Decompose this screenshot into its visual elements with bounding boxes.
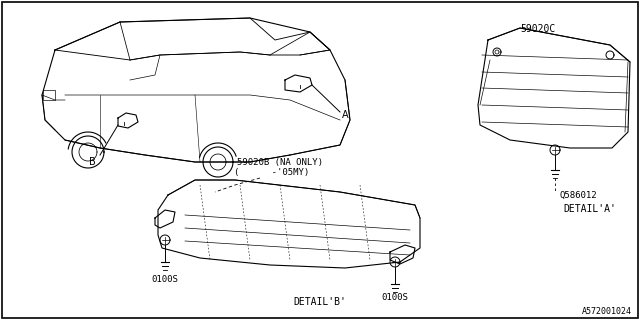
Text: DETAIL'A': DETAIL'A' [564, 204, 616, 214]
Text: B: B [89, 157, 96, 167]
Text: 0100S: 0100S [152, 275, 179, 284]
Text: DETAIL'B': DETAIL'B' [294, 297, 346, 307]
Text: A572001024: A572001024 [582, 308, 632, 316]
Text: 59020C: 59020C [520, 24, 556, 34]
Text: Q586012: Q586012 [559, 191, 597, 200]
Text: A: A [342, 110, 349, 120]
Text: 0100S: 0100S [381, 293, 408, 302]
Text: 59020B (NA ONLY): 59020B (NA ONLY) [237, 157, 323, 166]
Text: (      -'05MY): ( -'05MY) [234, 167, 310, 177]
